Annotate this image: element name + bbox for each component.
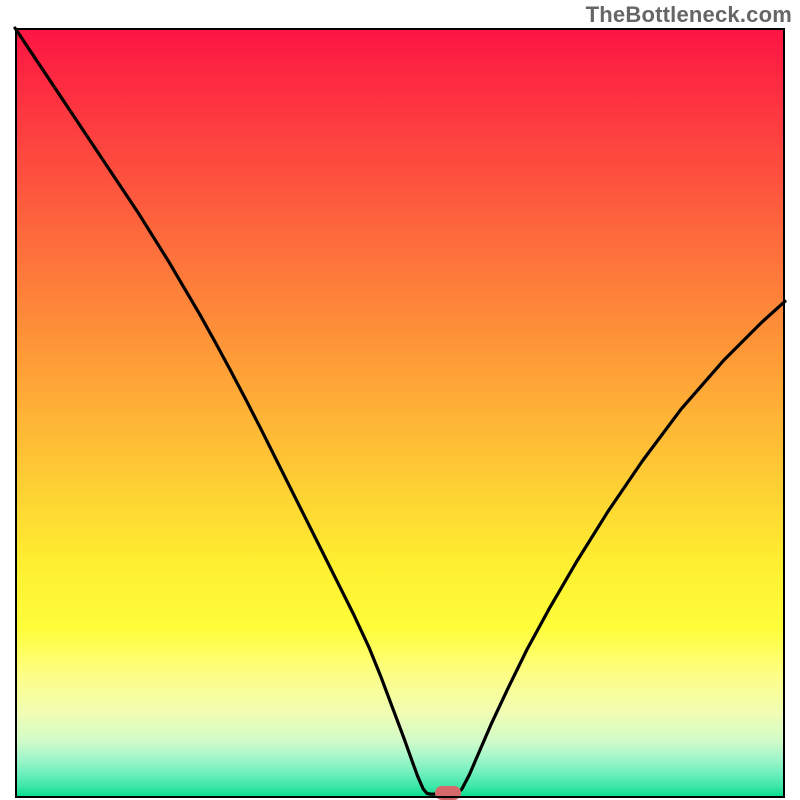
chart-frame: TheBottleneck.com <box>0 0 800 800</box>
plot-border <box>15 28 785 798</box>
